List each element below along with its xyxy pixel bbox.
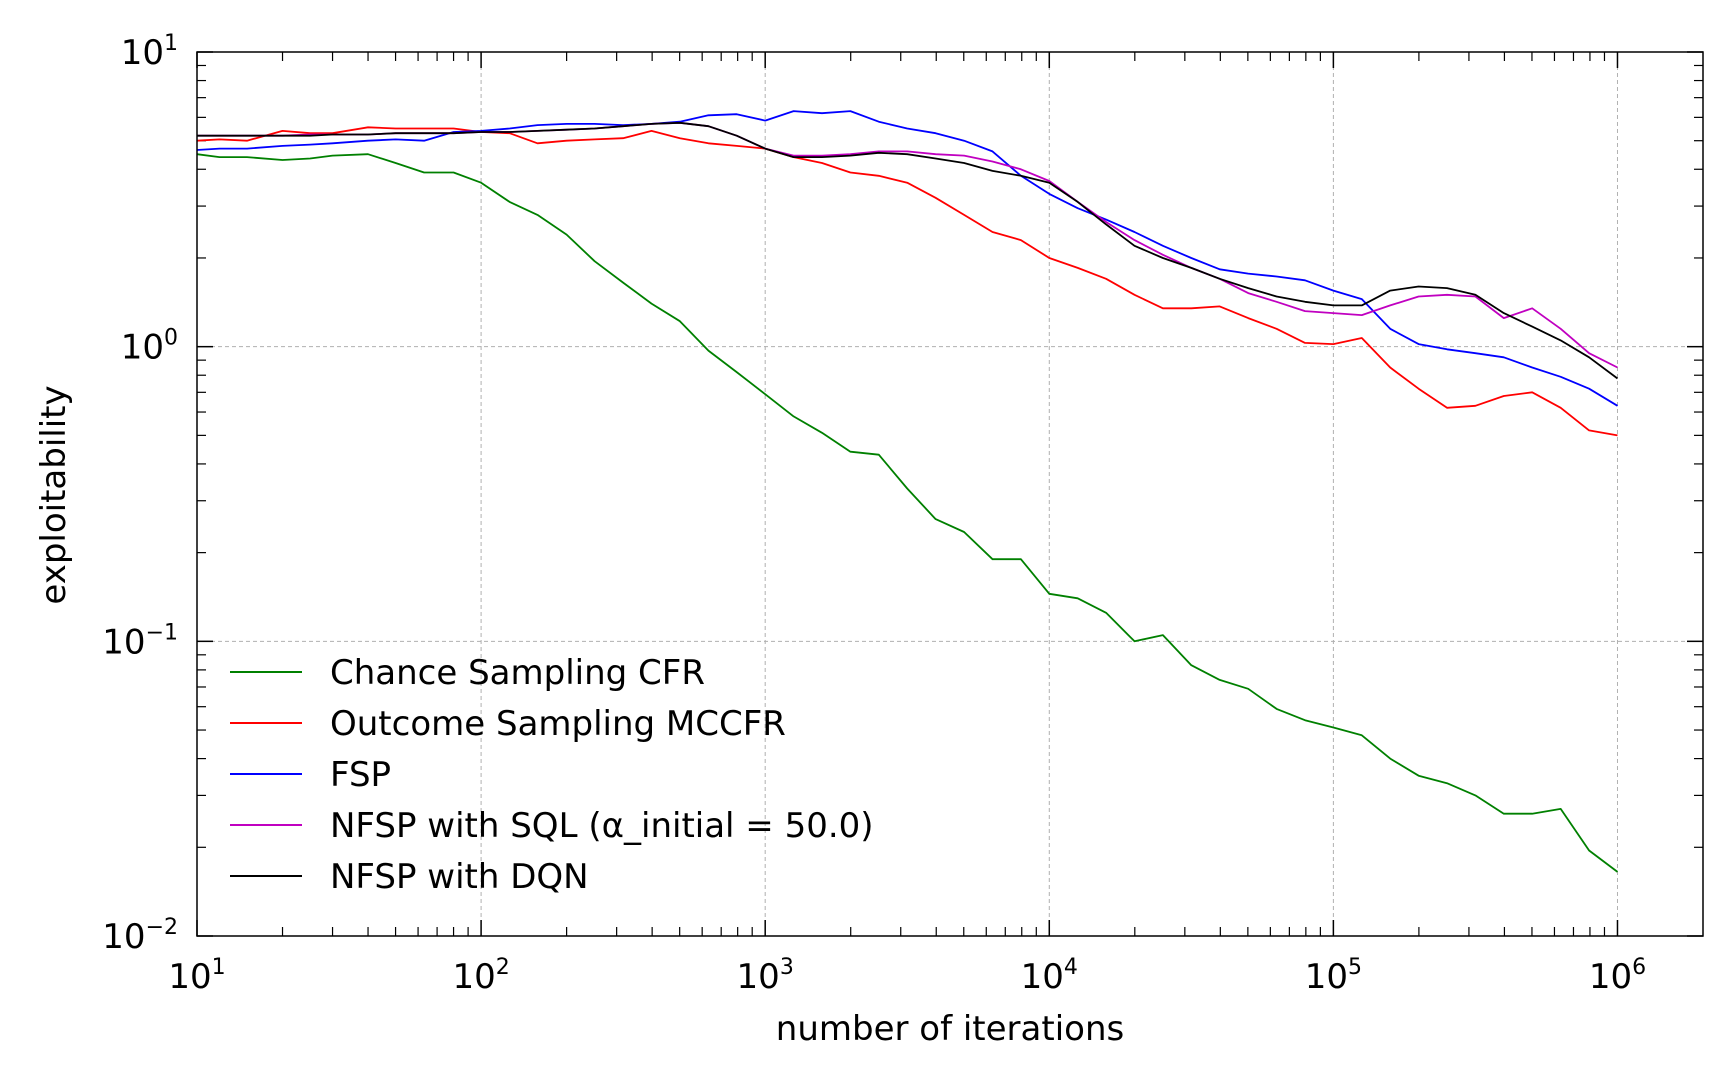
x-tick-label: 101 xyxy=(168,955,225,997)
major-ticks xyxy=(196,51,1703,937)
x-tick-label: 105 xyxy=(1305,955,1362,997)
legend-label-1: Chance Sampling CFR xyxy=(330,653,705,693)
x-axis-title: number of iterations xyxy=(776,1009,1124,1049)
x-tick-label: 103 xyxy=(737,955,794,997)
y-tick-label: 10−1 xyxy=(102,620,178,662)
grid-lines xyxy=(197,52,1703,936)
series-line-4 xyxy=(197,121,1618,369)
legend-label-3: FSP xyxy=(330,755,391,795)
plot-frame xyxy=(196,51,1704,937)
series-line-3 xyxy=(196,110,1618,407)
x-tick-label: 104 xyxy=(1021,955,1078,997)
series-line-2 xyxy=(196,126,1618,437)
x-tick-label: 102 xyxy=(452,955,509,997)
y-tick-labels: 101 100 10−1 10−2 xyxy=(102,31,178,957)
y-axis-title: exploitability xyxy=(34,385,74,604)
series-line-1 xyxy=(196,153,1619,873)
y-tick-label: 101 xyxy=(121,31,178,73)
series-lines xyxy=(196,110,1619,873)
minor-ticks xyxy=(197,52,1703,936)
legend-label-4: NFSP with SQL (α_initial = 50.0) xyxy=(330,806,874,846)
y-tick-label: 100 xyxy=(121,326,178,368)
legend: Chance Sampling CFR Outcome Sampling MCCF… xyxy=(230,653,874,897)
x-tick-labels: 101 102 103 104 105 106 xyxy=(168,955,1646,997)
x-tick-label: 106 xyxy=(1589,955,1646,997)
legend-label-5: NFSP with DQN xyxy=(330,857,589,897)
series-line-5 xyxy=(197,121,1619,380)
legend-label-2: Outcome Sampling MCCFR xyxy=(330,704,786,744)
y-tick-label: 10−2 xyxy=(102,915,178,957)
